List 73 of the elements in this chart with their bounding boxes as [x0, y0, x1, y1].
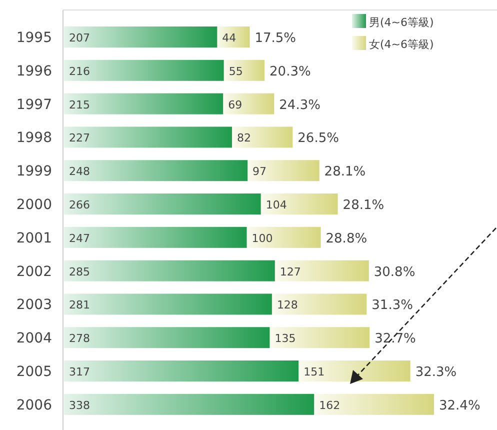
- bar: [64, 394, 314, 415]
- legend-label: 女(4~6等級): [369, 38, 434, 51]
- y-tick-label: 2004: [16, 330, 52, 347]
- y-tick-label: 2005: [16, 364, 52, 380]
- y-tick-label: 1999: [16, 164, 52, 180]
- bar: [246, 226, 321, 248]
- y-tick-label: 2006: [16, 397, 52, 414]
- bar: [217, 26, 250, 48]
- y-tick-label: 2001: [16, 230, 52, 246]
- bar: [64, 360, 299, 382]
- bar: [274, 260, 369, 282]
- data-label: 82: [236, 132, 251, 145]
- data-label: 278: [69, 332, 90, 346]
- bar: [260, 194, 338, 214]
- bar: [64, 294, 272, 315]
- data-label: 227: [69, 132, 90, 145]
- bar: [64, 226, 247, 248]
- y-tick-label: 2000: [16, 197, 52, 213]
- data-label: 248: [69, 165, 90, 178]
- data-label: 216: [69, 64, 90, 78]
- bar: [64, 260, 275, 282]
- annotation: 32.3%: [415, 365, 457, 380]
- y-tick-label: 1997: [16, 96, 52, 113]
- annotation: 24.3%: [279, 98, 320, 113]
- data-label: 215: [69, 98, 90, 112]
- y-tick-label: 2003: [16, 297, 52, 314]
- data-label: 317: [69, 366, 90, 378]
- bar: [64, 26, 218, 48]
- data-label: 207: [69, 32, 90, 44]
- data-label: 44: [222, 32, 236, 44]
- annotation: 32.7%: [374, 332, 416, 347]
- bar: [64, 160, 248, 182]
- data-label: 135: [274, 332, 296, 346]
- data-label: 127: [280, 265, 301, 278]
- annotation: 32.4%: [439, 398, 480, 414]
- data-label: 281: [69, 298, 90, 312]
- data-label: 69: [228, 98, 242, 112]
- data-label: 162: [319, 398, 340, 412]
- data-label: 285: [69, 265, 90, 278]
- annotation: 28.8%: [326, 231, 368, 246]
- bar: [64, 327, 270, 348]
- annotation: 30.8%: [374, 264, 416, 280]
- bar: [224, 60, 265, 81]
- annotation: 17.5%: [254, 31, 296, 46]
- bar: [64, 194, 261, 214]
- bar: [64, 93, 224, 114]
- data-label: 100: [252, 232, 273, 245]
- bar: [272, 294, 367, 315]
- annotation: 31.3%: [372, 298, 413, 314]
- data-label: 151: [304, 366, 325, 378]
- annotation: 20.3%: [270, 64, 311, 80]
- y-tick-label: 2002: [16, 264, 52, 280]
- legend-label: 男(4~6等級): [369, 16, 434, 29]
- bar: [232, 126, 293, 148]
- bar: [270, 327, 370, 348]
- data-label: 97: [252, 165, 267, 178]
- data-label: 55: [228, 64, 243, 78]
- bar: [248, 160, 320, 182]
- annotation: 26.5%: [298, 131, 339, 146]
- bar: [223, 93, 274, 114]
- bar: [64, 60, 224, 81]
- data-label: 247: [69, 232, 90, 245]
- y-tick-label: 1995: [16, 30, 52, 46]
- bar: [314, 394, 434, 415]
- data-label: 338: [69, 398, 90, 412]
- data-label: 104: [266, 198, 287, 212]
- annotation: 28.1%: [324, 164, 366, 180]
- data-label: 128: [276, 298, 298, 312]
- y-tick-label: 1998: [16, 130, 52, 146]
- annotation: 28.1%: [342, 198, 384, 213]
- bar: [64, 126, 232, 148]
- data-label: 266: [69, 198, 90, 212]
- y-tick-label: 1996: [16, 63, 52, 80]
